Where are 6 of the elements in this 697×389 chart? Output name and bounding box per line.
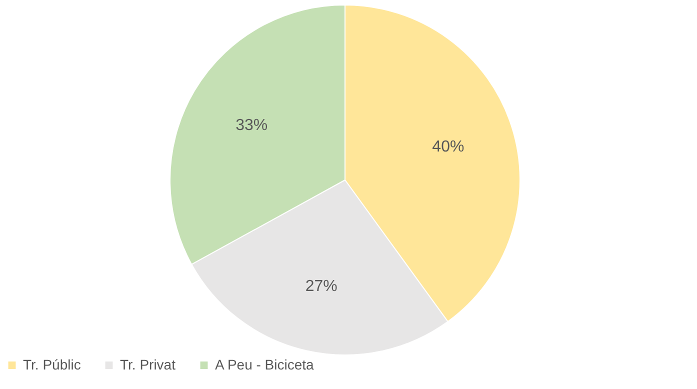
- legend-label: Tr. Privat: [120, 356, 176, 372]
- data-label: 40%: [432, 138, 464, 156]
- data-label: 27%: [305, 278, 338, 295]
- data-label: 33%: [236, 116, 268, 134]
- legend-label: Tr. Públic: [23, 356, 81, 372]
- legend-label: A Peu - Biciceta: [215, 356, 314, 372]
